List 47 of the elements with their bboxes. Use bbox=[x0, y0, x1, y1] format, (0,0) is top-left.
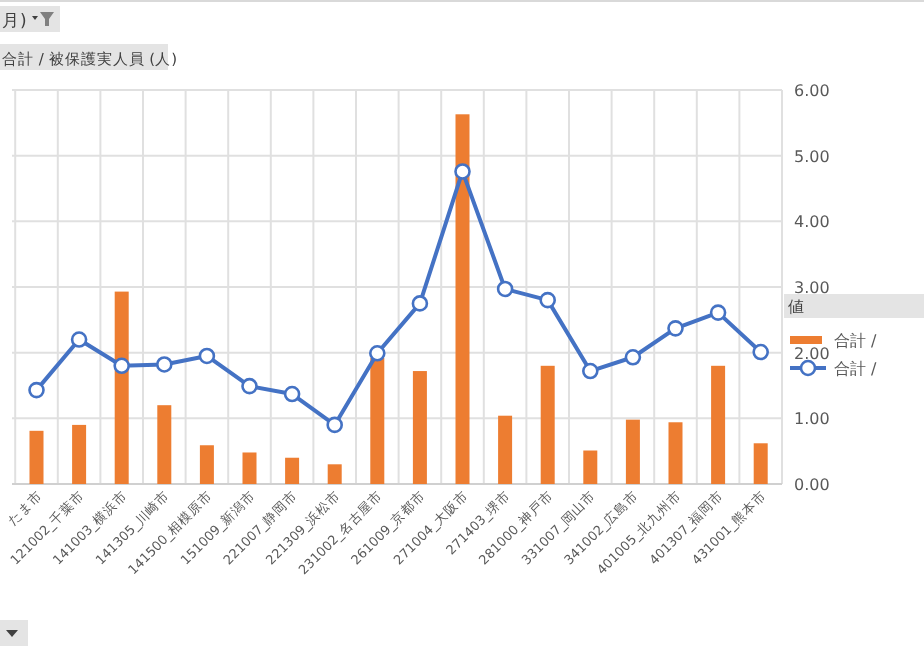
point bbox=[283, 385, 301, 403]
bar bbox=[753, 443, 768, 484]
bar bbox=[412, 371, 427, 484]
bar bbox=[157, 405, 172, 484]
y-tick-label: 3.00 bbox=[794, 279, 830, 297]
bar bbox=[285, 457, 300, 484]
bar bbox=[327, 464, 342, 484]
point bbox=[411, 295, 429, 312]
bar bbox=[242, 452, 257, 484]
point bbox=[582, 362, 599, 380]
point bbox=[241, 377, 258, 395]
bar bbox=[711, 365, 726, 484]
y-tick-label: 4.00 bbox=[794, 213, 830, 232]
point bbox=[369, 345, 386, 362]
y-tick-label: 1.00 bbox=[794, 410, 830, 429]
y-tick-label: 6.00 bbox=[794, 82, 830, 100]
point bbox=[539, 291, 556, 309]
point bbox=[70, 331, 88, 348]
point bbox=[709, 304, 727, 321]
point bbox=[198, 347, 216, 365]
point bbox=[624, 348, 642, 366]
legend-label: 合計 / bbox=[834, 332, 878, 350]
y-tick-label: 2.00 bbox=[794, 344, 830, 363]
point bbox=[326, 416, 343, 434]
bar bbox=[455, 114, 470, 484]
bar bbox=[540, 365, 555, 484]
bar bbox=[72, 424, 87, 484]
point bbox=[454, 163, 471, 180]
y-tick-label: 0.00 bbox=[794, 476, 830, 494]
point bbox=[667, 320, 684, 337]
legend-title: 値 bbox=[788, 298, 804, 316]
point bbox=[752, 343, 769, 361]
bar bbox=[668, 422, 683, 484]
y-tick-label: 5.00 bbox=[794, 147, 830, 166]
text: 月) bbox=[2, 12, 27, 32]
point bbox=[496, 280, 514, 298]
bar bbox=[114, 291, 129, 484]
bar bbox=[29, 430, 44, 484]
bar bbox=[199, 445, 214, 484]
legend-label: 合計 / bbox=[834, 360, 878, 378]
bar bbox=[625, 419, 640, 484]
bar bbox=[370, 357, 385, 484]
point bbox=[113, 357, 130, 375]
point bbox=[28, 381, 45, 399]
point bbox=[156, 356, 173, 373]
bar bbox=[583, 450, 598, 484]
bar bbox=[498, 415, 513, 484]
